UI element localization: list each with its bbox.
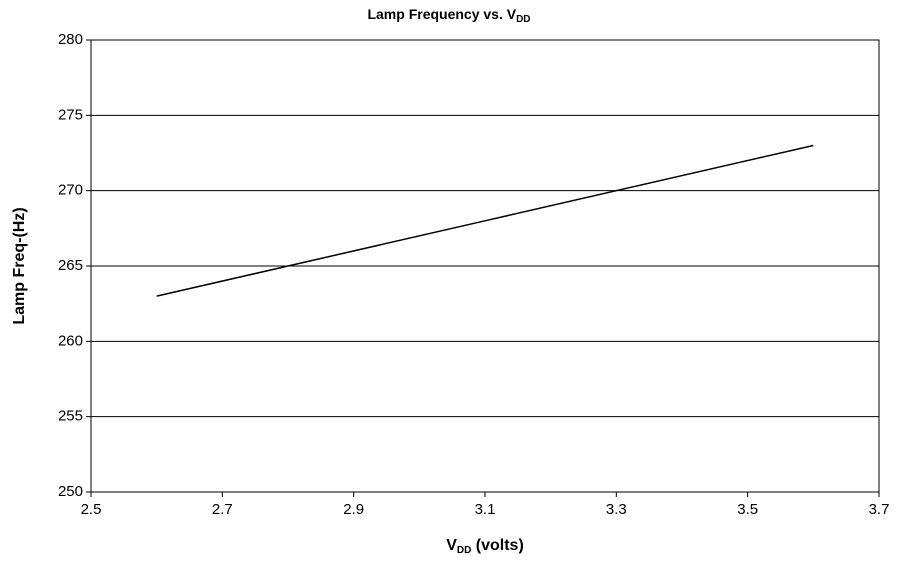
chart-title: Lamp Frequency vs. VDD: [367, 6, 530, 25]
x-label-subscript: DD: [457, 545, 471, 556]
y-tick-label: 255: [58, 408, 83, 425]
y-tick-label: 280: [58, 31, 83, 48]
y-tick-label: 270: [58, 182, 83, 199]
y-tick-label: 260: [58, 332, 83, 349]
y-axis-label: Lamp Freq-(Hz): [11, 207, 28, 324]
title-subscript: DD: [516, 14, 530, 25]
x-tick-label: 3.5: [737, 501, 758, 518]
x-tick-label: 3.3: [606, 501, 627, 518]
x-tick-label: 3.7: [869, 501, 890, 518]
x-label-text: V: [446, 537, 457, 554]
y-tick-label: 265: [58, 257, 83, 274]
x-tick-label: 3.1: [475, 501, 496, 518]
x-axis-label: VDD (volts): [446, 537, 524, 555]
title-text: Lamp Frequency vs. V: [367, 6, 516, 22]
x-label-suffix: (volts): [471, 537, 523, 554]
x-tick-label: 2.9: [343, 501, 364, 518]
plot-frame: [90, 39, 880, 493]
y-tick-label: 275: [58, 106, 83, 123]
x-tick-label: 2.7: [212, 501, 233, 518]
x-tick-label: 2.5: [81, 501, 102, 518]
y-tick-label: 250: [58, 483, 83, 500]
data-line: [156, 144, 814, 297]
